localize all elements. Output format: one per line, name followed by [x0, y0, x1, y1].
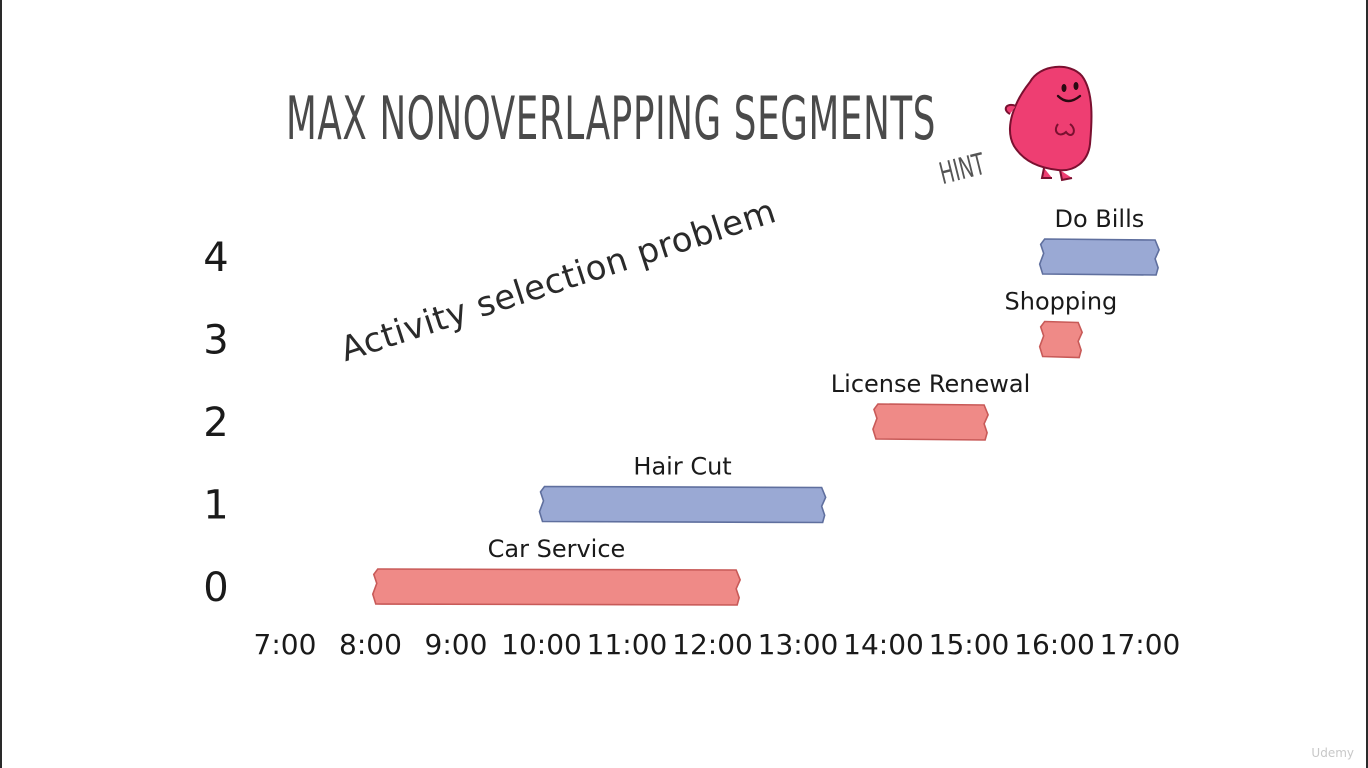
x-tick-label: 12:00 — [672, 628, 753, 661]
x-tick-label: 11:00 — [587, 628, 668, 661]
y-tick-label: 3 — [203, 318, 228, 364]
segment-label: Hair Cut — [633, 453, 731, 481]
segment-bar — [1038, 320, 1084, 359]
x-tick-label: 13:00 — [758, 628, 839, 661]
udemy-watermark: Udemy — [1311, 746, 1354, 760]
segment-label: License Renewal — [831, 370, 1030, 398]
x-tick-label: 10:00 — [501, 628, 582, 661]
y-tick-label: 1 — [203, 483, 228, 529]
x-tick-label: 15:00 — [929, 628, 1010, 661]
slide-title: MAX NONOVERLAPPING SEGMENTS — [286, 84, 937, 154]
segment-label: Car Service — [488, 535, 626, 563]
segment-bar — [872, 403, 989, 441]
segment-label: Do Bills — [1055, 205, 1145, 233]
segment-bar — [1038, 238, 1160, 276]
left-frame-edge — [0, 0, 2, 768]
x-tick-label: 7:00 — [254, 628, 317, 661]
x-tick-label: 9:00 — [425, 628, 488, 661]
blob-mascot-icon — [1004, 65, 1093, 182]
segment-bar — [371, 568, 742, 606]
y-tick-label: 2 — [203, 400, 228, 446]
x-tick-label: 8:00 — [339, 628, 402, 661]
y-tick-label: 0 — [203, 565, 228, 611]
x-tick-label: 16:00 — [1014, 628, 1095, 661]
segment-bars: Car Service Hair Cut License Renewal Shoppi… — [371, 205, 1160, 606]
y-tick-label: 4 — [203, 235, 228, 281]
segment-label: Shopping — [1005, 288, 1118, 316]
segment-bar — [538, 485, 827, 524]
x-tick-label: 14:00 — [843, 628, 924, 661]
x-tick-label: 17:00 — [1100, 628, 1181, 661]
y-axis: 0 1 2 3 4 — [203, 235, 228, 611]
x-axis: 7:00 8:00 9:00 10:00 11:00 12:00 13:00 14:00 15:… — [254, 628, 1181, 661]
right-frame-edge — [1366, 0, 1368, 768]
